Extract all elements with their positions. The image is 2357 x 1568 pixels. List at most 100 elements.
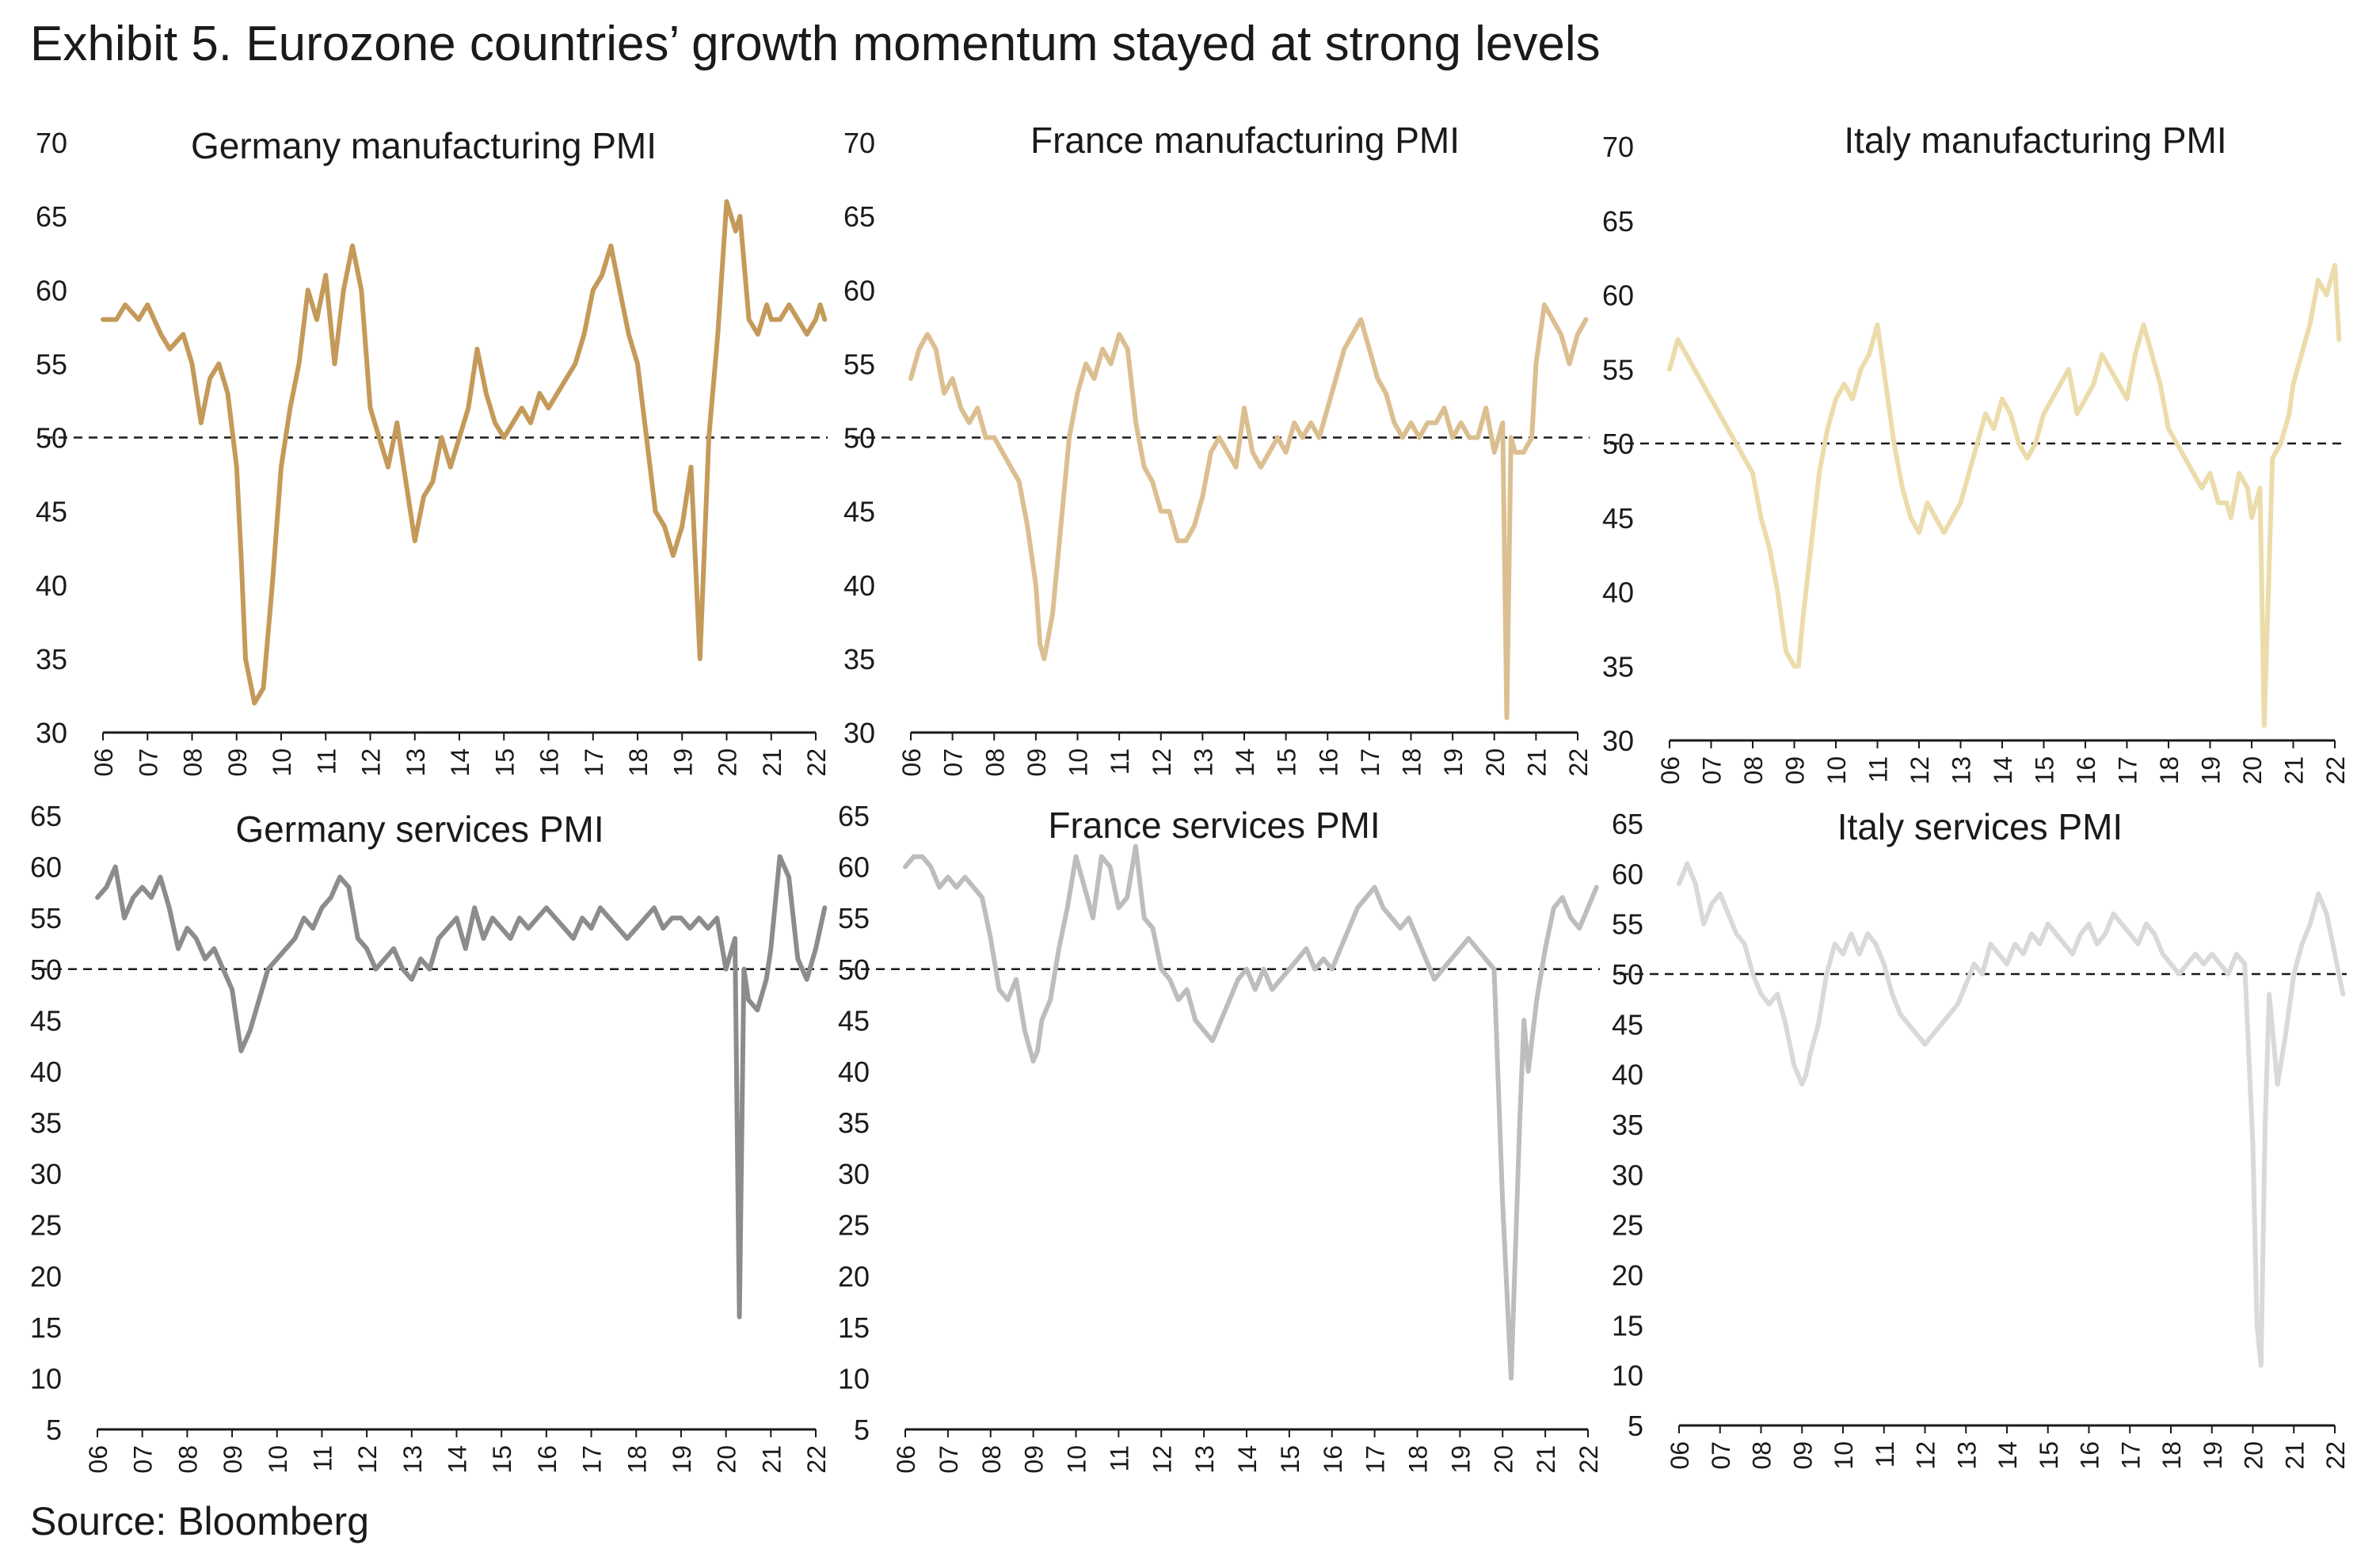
source-note: Source: Bloomberg (30, 1499, 370, 1543)
x-tick-label: 20 (1489, 1445, 1517, 1474)
x-tick-label: 16 (2076, 1441, 2104, 1470)
x-tick-label: 16 (1319, 1445, 1347, 1474)
y-tick-label: 60 (843, 274, 875, 306)
x-tick-label: 10 (1822, 756, 1851, 785)
y-tick-label: 10 (30, 1362, 62, 1395)
chart-title: Italy manufacturing PMI (1844, 120, 2226, 161)
y-tick-label: 45 (843, 496, 875, 528)
series-line (908, 302, 1589, 721)
x-tick-label: 06 (1666, 1441, 1694, 1470)
y-tick-label: 30 (30, 1158, 62, 1190)
x-tick-label: 07 (935, 1445, 963, 1474)
y-tick-label: 65 (1602, 205, 1634, 238)
chart-panel-2: Italy manufacturing PMI30354045505560657… (1602, 120, 2350, 785)
x-tick-label: 12 (1148, 1445, 1176, 1474)
x-tick-label: 15 (1276, 1445, 1304, 1474)
x-tick-label: 16 (1314, 748, 1342, 777)
y-tick-label: 30 (838, 1158, 870, 1190)
y-tick-label: 30 (1612, 1159, 1643, 1191)
chart-title: Germany manufacturing PMI (191, 125, 657, 166)
x-tick-label: 12 (357, 748, 386, 777)
chart-title: France manufacturing PMI (1030, 120, 1460, 161)
page-title: Exhibit 5. Eurozone countries’ growth mo… (30, 17, 1601, 71)
x-tick-label: 20 (2238, 756, 2267, 785)
y-tick-label: 60 (1602, 280, 1634, 312)
x-tick-label: 10 (1830, 1441, 1858, 1470)
x-tick-label: 12 (1906, 756, 1934, 785)
x-tick-label: 22 (1564, 748, 1593, 777)
x-tick-label: 22 (2321, 756, 2350, 785)
y-tick-label: 45 (838, 1004, 870, 1037)
y-tick-label: 30 (843, 717, 875, 749)
x-tick-label: 18 (623, 1445, 651, 1474)
y-tick-label: 45 (30, 1004, 62, 1037)
x-tick-label: 17 (2114, 756, 2142, 785)
x-tick-label: 16 (533, 1445, 562, 1474)
x-tick-label: 13 (402, 748, 430, 777)
y-tick-label: 55 (30, 902, 62, 934)
x-tick-label: 19 (2197, 756, 2226, 785)
x-tick-label: 17 (2116, 1441, 2145, 1470)
chart-panel-4: France services PMI510152025303540455055… (838, 800, 1603, 1474)
x-tick-label: 18 (1398, 748, 1426, 777)
x-tick-label: 15 (1273, 748, 1301, 777)
x-tick-label: 09 (219, 1445, 247, 1474)
x-tick-label: 09 (1022, 748, 1051, 777)
x-tick-label: 07 (1707, 1441, 1735, 1470)
x-tick-label: 10 (264, 1445, 292, 1474)
y-tick-label: 15 (838, 1311, 870, 1344)
x-tick-label: 11 (1105, 1445, 1133, 1471)
x-tick-label: 08 (179, 748, 208, 777)
x-tick-label: 22 (2321, 1441, 2350, 1470)
y-tick-label: 25 (30, 1209, 62, 1242)
y-tick-label: 55 (36, 348, 67, 380)
x-tick-label: 07 (1698, 756, 1727, 785)
x-tick-label: 15 (488, 1445, 516, 1474)
x-tick-label: 10 (1064, 748, 1093, 777)
y-tick-label: 20 (30, 1260, 62, 1292)
x-tick-label: 20 (713, 1445, 741, 1474)
y-tick-label: 45 (36, 496, 67, 528)
y-tick-label: 35 (36, 643, 67, 676)
y-tick-label: 30 (1602, 725, 1634, 757)
x-tick-label: 10 (1063, 1445, 1091, 1474)
x-tick-label: 19 (1439, 748, 1468, 777)
chart-title: Italy services PMI (1837, 806, 2123, 847)
y-tick-label: 60 (838, 851, 870, 884)
x-tick-label: 21 (1532, 1445, 1560, 1474)
x-tick-label: 19 (668, 748, 697, 777)
y-tick-label: 65 (30, 800, 62, 832)
y-tick-label: 40 (1602, 577, 1634, 609)
x-tick-label: 14 (446, 748, 474, 777)
x-tick-label: 13 (1948, 756, 1976, 785)
series-line (903, 843, 1599, 1381)
x-tick-label: 16 (2072, 756, 2100, 785)
x-tick-label: 12 (1912, 1441, 1940, 1470)
x-tick-label: 06 (897, 748, 926, 777)
x-tick-label: 12 (353, 1445, 382, 1474)
x-tick-label: 11 (308, 1445, 337, 1471)
y-tick-label: 70 (36, 127, 67, 159)
y-tick-label: 15 (1612, 1309, 1643, 1342)
x-tick-label: 22 (802, 1445, 831, 1474)
x-tick-label: 16 (535, 748, 564, 777)
x-tick-label: 14 (1233, 1445, 1262, 1474)
y-tick-label: 55 (1612, 908, 1643, 941)
y-tick-label: 5 (1628, 1410, 1643, 1442)
x-tick-label: 10 (268, 748, 296, 777)
y-tick-label: 70 (1602, 131, 1634, 163)
x-tick-label: 15 (2035, 1441, 2063, 1470)
series-line (1677, 861, 2346, 1368)
x-tick-label: 06 (892, 1445, 920, 1474)
x-tick-label: 17 (1356, 748, 1384, 777)
chart-title: Germany services PMI (235, 809, 604, 850)
y-tick-label: 35 (1612, 1109, 1643, 1141)
y-tick-label: 70 (843, 127, 875, 159)
x-tick-label: 08 (977, 1445, 1006, 1474)
y-tick-label: 35 (1602, 650, 1634, 683)
y-tick-label: 45 (1602, 502, 1634, 535)
x-tick-label: 07 (129, 1445, 158, 1474)
y-tick-label: 65 (843, 200, 875, 233)
x-tick-label: 11 (312, 748, 341, 774)
x-tick-label: 11 (1864, 756, 1893, 782)
